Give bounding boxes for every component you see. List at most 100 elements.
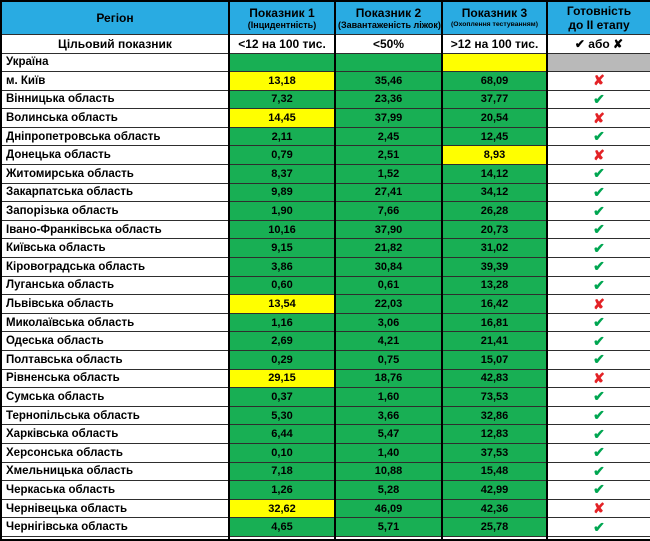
region-name: Черкаська область <box>0 480 230 500</box>
indicator3-value: 42,83 <box>441 368 548 389</box>
readiness-title-line1: Готовність <box>566 3 632 18</box>
indicator3-value: 14,12 <box>441 164 548 184</box>
indicator1-value: 0,29 <box>228 350 336 370</box>
column-header-indicator2: Показник 2 (Завантаженість ліжок) <box>334 0 443 35</box>
indicator2-value: 5,28 <box>334 480 443 500</box>
region-name: Дніпропетровська область <box>0 126 230 147</box>
indicator1-value: 9,89 <box>228 182 336 203</box>
indicator3-value: 15,48 <box>441 461 548 482</box>
table-row: Полтавська область 0,29 0,75 15,07 ✔ <box>0 350 650 370</box>
indicator2-value: 21,82 <box>334 238 443 259</box>
indicator1-value: 3,86 <box>228 257 336 277</box>
indicator3-value: 16,81 <box>441 312 548 333</box>
indicator1-value: 1,90 <box>228 201 336 221</box>
table-row: Харківська область 6,44 5,47 12,83 ✔ <box>0 424 650 444</box>
column-header-readiness: Готовність до II етапу <box>546 0 650 35</box>
table-row: Україна <box>0 52 650 73</box>
region-name: Київська область <box>0 238 230 259</box>
column-header-indicator1: Показник 1 (Інцидентність) <box>228 0 336 35</box>
indicator1-value: 0,79 <box>228 145 336 166</box>
cross-icon: ✘ <box>546 108 650 128</box>
indicator2-value: 22,03 <box>334 294 443 314</box>
indicator1-value: 1,26 <box>228 480 336 500</box>
indicator3-value: 13,28 <box>441 275 548 296</box>
table-row: Тернопільська область 5,30 3,66 32,86 ✔ <box>0 405 650 426</box>
indicator1-value: 0,10 <box>228 442 336 463</box>
region-name: Луганська область <box>0 275 230 296</box>
region-name: Вінницька область <box>0 89 230 110</box>
region-name: Сумська область <box>0 387 230 407</box>
indicator3-value: 34,12 <box>441 182 548 203</box>
indicator2-value: 35,46 <box>334 71 443 91</box>
table-row: Чернівецька область 32,62 46,09 42,36 ✘ <box>0 498 650 519</box>
indicator3-value: 42,99 <box>441 480 548 500</box>
table-row: Луганська область 0,60 0,61 13,28 ✔ <box>0 275 650 296</box>
indicator2-title: Показник 2 <box>355 5 422 20</box>
indicator3-value: 37,77 <box>441 89 548 110</box>
indicator2-value: 3,66 <box>334 405 443 426</box>
indicator2-value <box>334 52 443 73</box>
column-header-region: Регіон <box>0 0 230 35</box>
check-icon: ✔ <box>546 126 650 147</box>
empty-cell <box>0 535 230 541</box>
indicator1-value: 2,11 <box>228 126 336 147</box>
check-icon: ✔ <box>546 405 650 426</box>
indicator1-value: 6,44 <box>228 424 336 444</box>
check-icon: ✔ <box>546 442 650 463</box>
indicator2-value: 37,99 <box>334 108 443 128</box>
region-name: Миколаївська область <box>0 312 230 333</box>
indicator3-value: 8,93 <box>441 145 548 166</box>
column-header-indicator3: Показник 3 (Охоплення тестуванням) <box>441 0 548 35</box>
region-name: Харківська область <box>0 424 230 444</box>
indicator1-value: 5,30 <box>228 405 336 426</box>
region-name: Запорізька область <box>0 201 230 221</box>
region-name: Чернівецька область <box>0 498 230 519</box>
indicator2-value: 1,60 <box>334 387 443 407</box>
indicator3-value: 73,53 <box>441 387 548 407</box>
indicator2-value: 23,36 <box>334 89 443 110</box>
table-body: Україна м. Київ 13,18 35,46 68,09 ✘ Вінницька … <box>0 52 650 541</box>
check-icon: ✔ <box>546 275 650 296</box>
region-name: м. Київ <box>0 71 230 91</box>
region-name: Житомирська область <box>0 164 230 184</box>
indicator2-subtitle: (Завантаженість ліжок) <box>338 19 441 30</box>
check-icon: ✔ <box>546 238 650 259</box>
check-icon: ✔ <box>546 257 650 277</box>
indicator2-value: 7,66 <box>334 201 443 221</box>
cross-icon: ✘ <box>546 71 650 91</box>
empty-cell <box>228 535 336 541</box>
region-name: Закарпатська область <box>0 182 230 203</box>
indicator2-value: 1,52 <box>334 164 443 184</box>
region-name: Івано-Франківська область <box>0 219 230 240</box>
indicator3-value: 25,78 <box>441 517 548 537</box>
indicator2-value: 5,71 <box>334 517 443 537</box>
region-name: Україна <box>0 52 230 73</box>
check-icon: ✔ <box>546 461 650 482</box>
table-row: Донецька область 0,79 2,51 8,93 ✘ <box>0 145 650 166</box>
empty-readiness-cell <box>546 52 650 73</box>
check-icon: ✔ <box>546 480 650 500</box>
table-row: Миколаївська область 1,16 3,06 16,81 ✔ <box>0 312 650 333</box>
table-row: Рівненська область 29,15 18,76 42,83 ✘ <box>0 368 650 389</box>
cross-icon: ✘ <box>546 368 650 389</box>
indicator3-value: 21,41 <box>441 331 548 351</box>
indicator2-value: 46,09 <box>334 498 443 519</box>
indicator3-value: 20,54 <box>441 108 548 128</box>
readiness-title-line2: до II етапу <box>568 17 630 32</box>
indicator3-value: 31,02 <box>441 238 548 259</box>
check-icon: ✔ <box>546 350 650 370</box>
indicator1-value: 7,32 <box>228 89 336 110</box>
check-icon: ✔ <box>546 201 650 221</box>
indicator2-value: 10,88 <box>334 461 443 482</box>
table-row: Львівська область 13,54 22,03 16,42 ✘ <box>0 294 650 314</box>
indicator2-value: 5,47 <box>334 424 443 444</box>
table-row: м. Київ 13,18 35,46 68,09 ✘ <box>0 71 650 91</box>
table-row: Херсонська область 0,10 1,40 37,53 ✔ <box>0 442 650 463</box>
indicator1-value <box>228 52 336 73</box>
region-name: Донецька область <box>0 145 230 166</box>
indicator2-value: 2,51 <box>334 145 443 166</box>
indicator2-value: 4,21 <box>334 331 443 351</box>
indicator2-value: 30,84 <box>334 257 443 277</box>
